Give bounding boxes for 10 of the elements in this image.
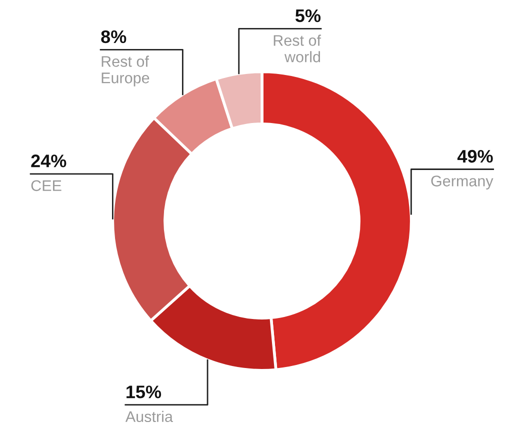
data-label: 8% [101,30,126,44]
slice-label: Austria [125,410,173,422]
slice-label: Rest of Europe [102,56,150,86]
slice-label: CEE [31,180,62,192]
data-label: 49% [457,150,493,163]
data-label: 15% [126,386,162,398]
slice-label: Rest of world [274,34,322,62]
slice-label: Germany [431,176,494,190]
data-label: 24% [31,154,66,168]
data-label: 5% [295,9,321,22]
